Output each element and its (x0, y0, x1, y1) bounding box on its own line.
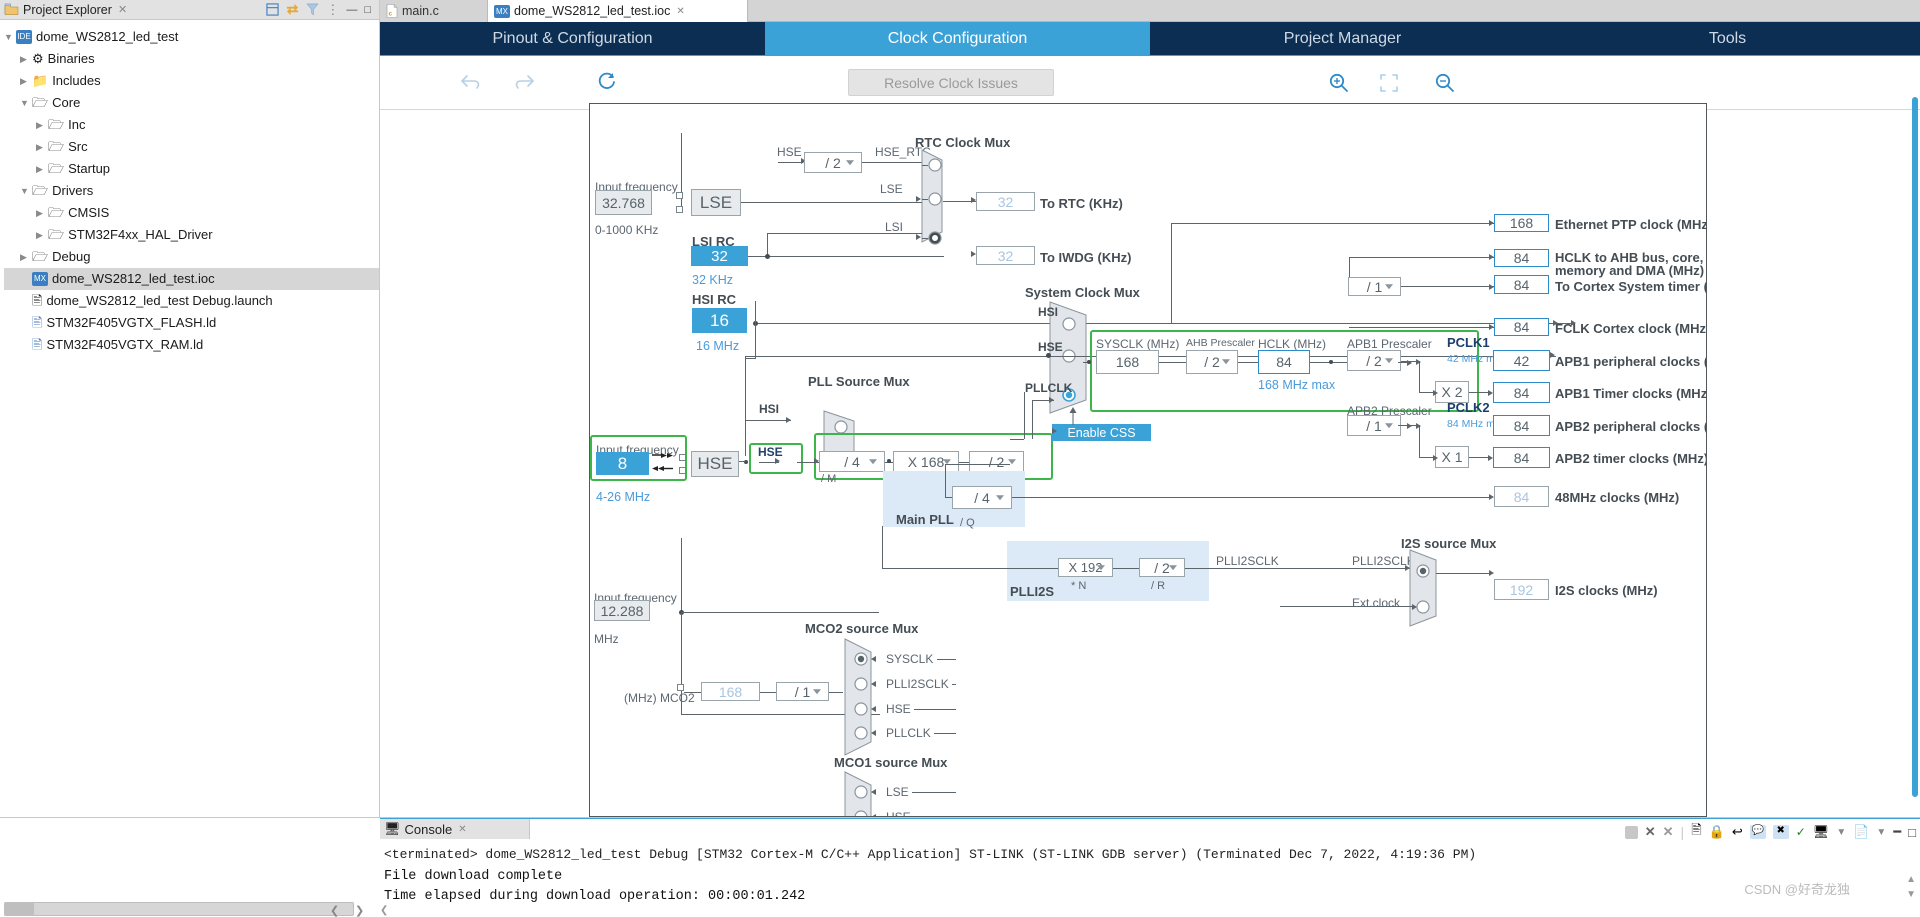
svg-text:c: c (389, 11, 393, 18)
